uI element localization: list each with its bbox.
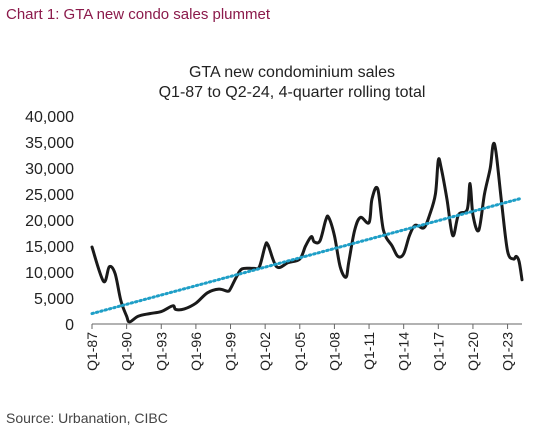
x-tick-label: Q1-93 [153, 332, 169, 371]
y-tick-label: 0 [65, 317, 74, 334]
chart-subtitle: Q1-87 to Q2-24, 4-quarter rolling total [159, 84, 426, 101]
x-tick-label: Q1-14 [396, 332, 412, 371]
y-tick-label: 35,000 [25, 135, 74, 152]
plot-area [90, 141, 524, 324]
y-tick-label: 40,000 [25, 109, 74, 126]
sales-line [90, 141, 524, 324]
chart-title: GTA new condominium sales [189, 64, 395, 81]
x-tick-label: Q1-05 [292, 332, 308, 371]
x-axis: Q1-87 Q1-90 Q1-93 Q1-96 Q1-99 Q1-02 Q1-05 Q1-08… [84, 323, 522, 371]
figure-header: Chart 1: GTA new condo sales plummet [6, 6, 271, 23]
y-tick-label: 20,000 [25, 213, 74, 230]
x-tick-label: Q1-20 [465, 332, 481, 371]
x-tick-label: Q1-87 [84, 332, 100, 371]
x-tick-label: Q1-17 [430, 332, 446, 371]
trend-line [90, 196, 524, 316]
x-tick-label: Q1-96 [188, 332, 204, 371]
y-tick-label: 10,000 [25, 265, 74, 282]
y-tick-label: 5,000 [34, 291, 74, 308]
x-tick-label: Q1-90 [119, 332, 135, 371]
x-tick-label: Q1-02 [257, 332, 273, 371]
x-tick-label: Q1-99 [223, 332, 239, 371]
x-tick-label: Q1-23 [500, 332, 516, 371]
y-tick-label: 25,000 [25, 187, 74, 204]
y-tick-label: 15,000 [25, 239, 74, 256]
x-tick-label: Q1-11 [361, 332, 377, 370]
y-axis: 0 5,000 10,000 15,000 20,000 25,000 30,000 35,0… [25, 109, 74, 334]
x-tick-label: Q1-08 [326, 332, 342, 371]
source-note: Source: Urbanation, CIBC [6, 410, 168, 426]
y-tick-label: 30,000 [25, 161, 74, 178]
